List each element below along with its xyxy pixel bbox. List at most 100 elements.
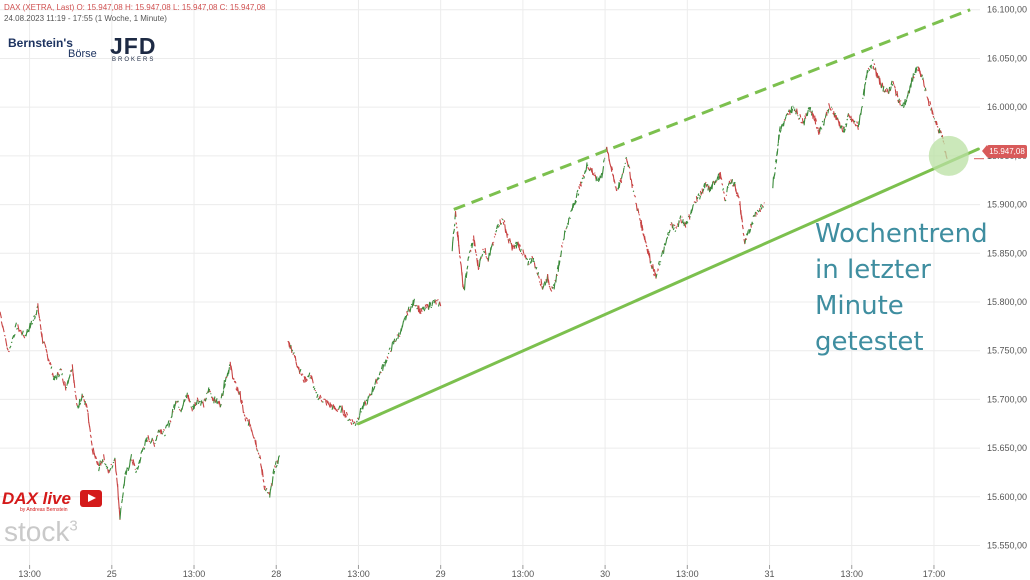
price-candle [407,306,410,313]
price-candle [688,214,691,220]
price-candle [89,434,92,438]
price-candle [31,322,34,325]
price-candle [518,243,521,251]
price-candle [459,261,462,266]
price-candle [386,356,389,359]
price-candle [52,375,55,381]
price-candle [409,306,412,313]
price-candle [666,236,669,240]
price-candle [192,404,195,410]
price-candle [58,374,61,378]
price-candle [848,115,851,119]
price-candle [800,121,803,124]
price-candle [403,315,407,320]
price-candle [50,366,53,369]
price-candle [542,282,545,288]
price-candle [728,180,731,184]
price-candle [462,284,465,290]
price-candle [251,432,254,437]
price-candle [6,347,9,351]
price-candle [849,118,852,121]
price-candle [602,166,605,174]
price-candle [133,462,136,467]
price-candle [567,217,570,226]
price-candle [49,362,52,366]
price-candle [736,194,738,197]
price-candle [157,429,160,433]
price-candle [882,86,885,92]
price-candle [117,483,119,500]
price-candle [121,492,124,499]
y-tick-label: 15.600,00 [987,492,1027,502]
price-candle [163,428,165,431]
price-candle [801,121,803,124]
price-candle [625,156,627,160]
price-candle [540,278,543,285]
price-candle [903,99,906,105]
annotation-line-2: in letzter [815,255,931,285]
price-candle [311,379,314,384]
price-candle [622,172,624,175]
price-candle [506,233,509,236]
price-candle [207,387,210,394]
price-candle [59,368,62,371]
price-candle [481,253,484,257]
price-candle [417,305,420,313]
price-candle [377,377,380,380]
price-candle [255,448,258,451]
price-candle [63,381,66,383]
price-candle [355,420,358,423]
price-candle [111,465,114,469]
price-candle [178,406,180,408]
price-candle [112,461,115,464]
price-candle [487,252,490,261]
price-candle [390,342,393,352]
price-candle [67,377,70,384]
price-candle [273,470,276,475]
price-candle [242,411,245,414]
price-candle [722,191,725,194]
price-candle [838,121,840,127]
price-candle [419,308,422,315]
price-candle [679,215,682,220]
price-candle [233,380,236,383]
price-candle [171,408,174,418]
price-candle [484,247,487,255]
price-candle [921,74,923,78]
price-candle [435,299,438,302]
price-candle [593,173,595,177]
price-candle [919,70,922,78]
price-candle [667,231,669,236]
price-candle [459,255,461,259]
price-candle [495,229,498,233]
instrument-info: DAX (XETRA, Last) O: 15.947,08 H: 15.947… [4,3,266,12]
price-candle [623,166,626,168]
price-candle [225,376,228,379]
price-candle [819,126,822,132]
price-candle [146,440,149,442]
price-candle [777,143,779,147]
price-candle [899,100,902,102]
price-candle [85,403,88,408]
price-candle [88,422,91,428]
price-candle [818,127,821,134]
price-candle [615,186,618,192]
price-candle [217,401,220,405]
price-candle [496,223,499,228]
price-candle [697,193,700,196]
price-candle [787,109,790,113]
price-candle [490,246,493,251]
price-candle [664,243,667,246]
price-candle [79,402,82,406]
price-candle [722,188,725,191]
price-candle [873,63,876,66]
y-tick-label: 15.750,00 [987,346,1027,356]
x-tick-label: 31 [765,569,775,579]
price-candle [864,81,867,86]
price-candle [13,333,16,338]
price-candle [600,172,603,176]
price-candle [371,386,374,396]
price-candle [574,200,577,204]
x-tick-label: 13:00 [183,569,206,579]
